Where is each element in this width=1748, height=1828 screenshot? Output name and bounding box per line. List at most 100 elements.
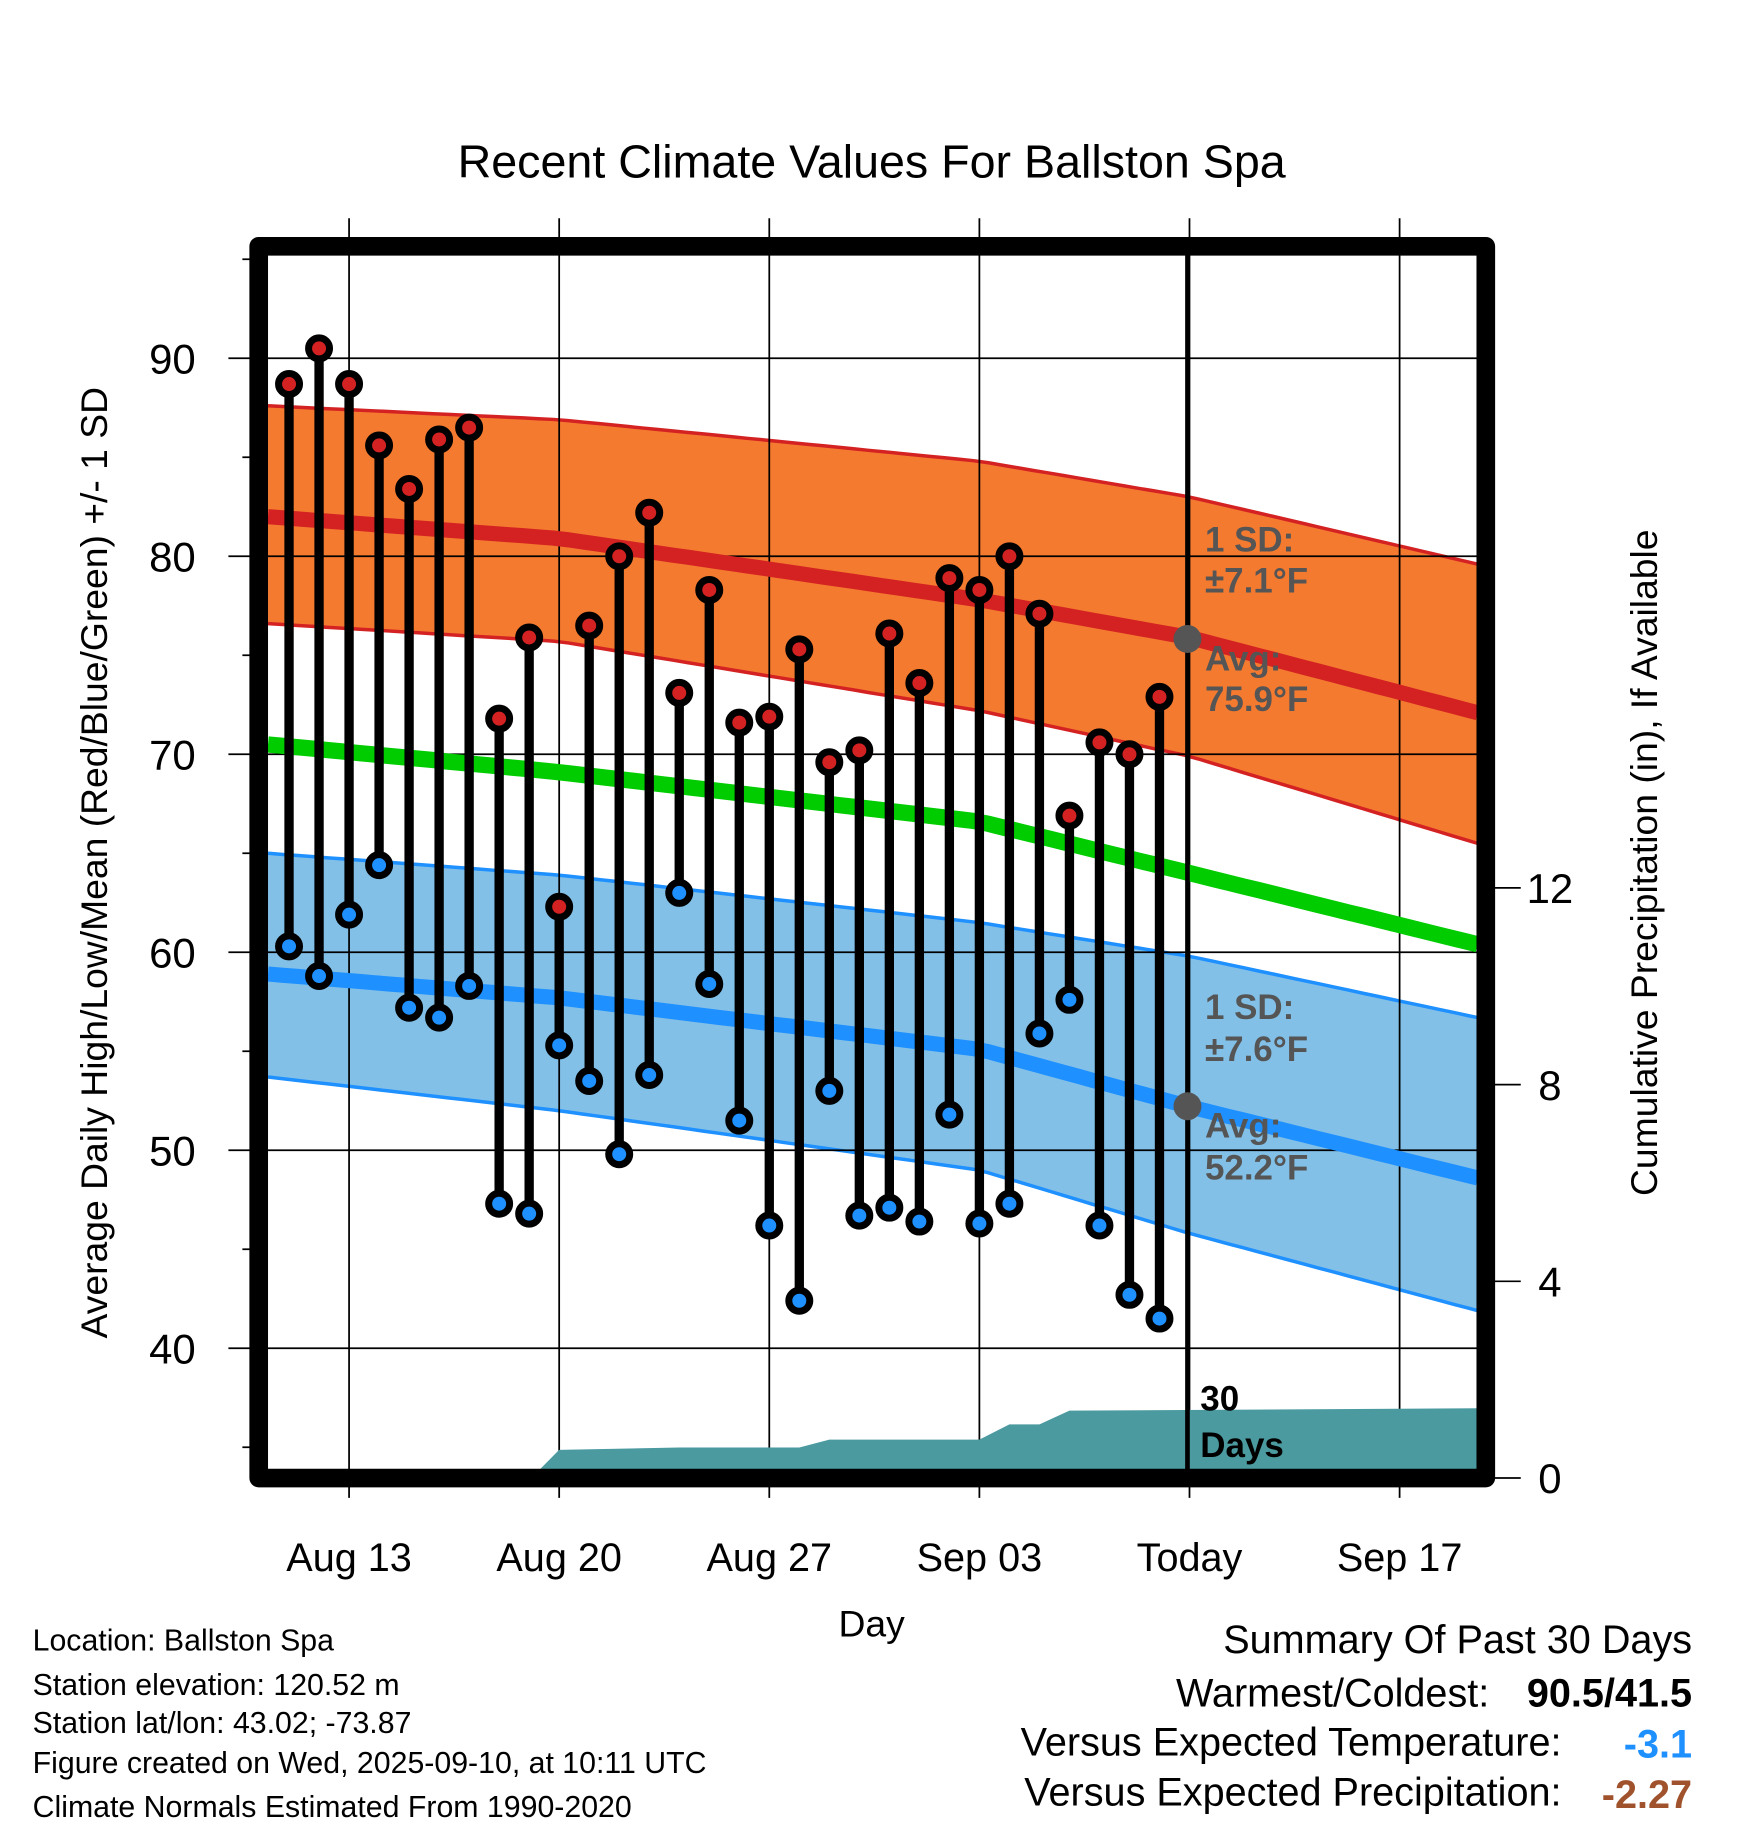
daily-low-point	[335, 900, 364, 929]
daily-high-point	[275, 370, 304, 399]
daily-low-point	[1145, 1304, 1174, 1333]
x-tick-label: Sep 17	[1337, 1536, 1463, 1580]
precip-days-label: Days	[1200, 1426, 1284, 1465]
low-sd-label: 1 SD:	[1205, 988, 1294, 1027]
daily-low-point	[905, 1207, 934, 1236]
grid-lines	[268, 218, 1478, 1498]
cumulative-precip-area	[268, 1408, 1478, 1472]
daily-low-point	[965, 1209, 994, 1238]
x-tick-label: Sep 03	[917, 1536, 1043, 1580]
daily-low-point	[635, 1061, 664, 1090]
x-axis-label: Day	[839, 1603, 906, 1645]
high-avg-label: Avg:	[1205, 639, 1281, 678]
y-tick-label: 60	[149, 929, 196, 976]
daily-high-point	[905, 669, 934, 697]
y2-tick-label: 4	[1538, 1258, 1561, 1305]
y-tick-label: 80	[149, 533, 196, 580]
y-tick-label: 90	[149, 335, 196, 382]
daily-ranges	[275, 334, 1174, 1333]
daily-low-point	[1055, 985, 1084, 1014]
daily-low-point	[995, 1189, 1024, 1218]
y-axis-label: Average Daily High/Low/Mean (Red/Blue/Gr…	[73, 387, 115, 1338]
daily-low-point	[395, 993, 424, 1022]
normals-period: Climate Normals Estimated From 1990-2020	[33, 1791, 632, 1824]
daily-low-point	[935, 1100, 964, 1129]
created-date: Figure created on Wed, 2025-09-10, at 10…	[33, 1747, 707, 1780]
daily-high-point	[845, 736, 874, 765]
daily-high-point	[1055, 801, 1084, 830]
daily-high-point	[1085, 728, 1114, 757]
precip-anomaly-value: -2.27	[1602, 1773, 1692, 1817]
lat-lon: Station lat/lon: 43.02; -73.87	[33, 1707, 412, 1740]
daily-high-point	[1145, 682, 1174, 711]
temp-anomaly-value: -3.1	[1624, 1723, 1692, 1767]
x-tick-label: Aug 13	[286, 1536, 412, 1580]
daily-low-point	[695, 969, 724, 998]
x-tick-label: Aug 20	[496, 1536, 622, 1580]
daily-high-point	[455, 413, 484, 442]
daily-low-point	[515, 1199, 544, 1228]
y-tick-label: 50	[149, 1127, 196, 1174]
summary: Summary Of Past 30 Days Warmest/Coldest:…	[1021, 1618, 1692, 1817]
daily-high-point	[335, 370, 364, 399]
y2-tick-label: 8	[1538, 1062, 1561, 1109]
daily-high-point	[695, 575, 724, 604]
daily-high-point	[575, 611, 604, 640]
daily-high-point	[725, 708, 754, 737]
low-band-lower-edge	[267, 1075, 1479, 1313]
y2-tick-label: 12	[1527, 865, 1574, 912]
daily-low-point	[545, 1031, 574, 1060]
y-tick-label: 70	[149, 731, 196, 778]
location: Location: Ballston Spa	[33, 1624, 334, 1657]
precip-anomaly-label: Versus Expected Precipitation:	[1024, 1770, 1561, 1814]
y2-axis-label: Cumulative Precipitation (in), If Availa…	[1623, 529, 1665, 1196]
daily-low-point	[785, 1286, 814, 1315]
daily-high-point	[395, 474, 424, 503]
high-sd-value: ±7.1°F	[1205, 561, 1308, 600]
daily-high-point	[965, 575, 994, 604]
daily-low-point	[875, 1193, 904, 1222]
daily-low-point	[1085, 1211, 1114, 1240]
daily-low-point	[365, 851, 394, 880]
precipitation-area	[268, 1408, 1478, 1472]
daily-low-point	[815, 1076, 844, 1105]
high-avg-marker	[1173, 624, 1202, 653]
daily-low-point	[845, 1201, 874, 1230]
daily-high-point	[425, 425, 454, 454]
station-info: Location: Ballston Spa Station elevation…	[33, 1624, 707, 1824]
low-sd-band	[268, 853, 1478, 1311]
precip-days-number: 30	[1200, 1379, 1239, 1418]
daily-low-point	[665, 878, 694, 907]
summary-title: Summary Of Past 30 Days	[1223, 1618, 1692, 1662]
y2-tick-label: 0	[1538, 1455, 1561, 1502]
daily-high-point	[365, 431, 394, 460]
daily-low-point	[1115, 1280, 1144, 1309]
axes: 40 50 60 70 80 90 0 4 8 12 Aug 13 Aug 20 Aug 27 Sep 0…	[149, 258, 1574, 1580]
daily-low-point	[455, 971, 484, 1000]
temp-anomaly-label: Versus Expected Temperature:	[1021, 1720, 1562, 1764]
daily-low-point	[425, 1003, 454, 1032]
y-tick-label: 40	[149, 1325, 196, 1372]
warm-cold-value: 90.5/41.5	[1527, 1671, 1692, 1715]
daily-high-point	[605, 542, 634, 571]
daily-low-point	[725, 1106, 754, 1135]
daily-high-point	[665, 678, 694, 707]
daily-high-point	[1025, 599, 1054, 628]
plot-frame	[249, 236, 1496, 1488]
daily-low-point	[485, 1189, 514, 1218]
x-tick-label: Aug 27	[707, 1536, 833, 1580]
low-avg-label: Avg:	[1205, 1107, 1281, 1146]
warm-cold-label: Warmest/Coldest:	[1176, 1671, 1489, 1715]
daily-low-point	[1025, 1019, 1054, 1048]
low-sd-value: ±7.6°F	[1205, 1030, 1308, 1069]
low-avg-value: 52.2°F	[1205, 1149, 1308, 1188]
daily-high-point	[755, 702, 784, 731]
elevation: Station elevation: 120.52 m	[33, 1669, 400, 1702]
daily-low-point	[755, 1211, 784, 1240]
high-sd-band	[268, 405, 1478, 844]
daily-low-point	[305, 962, 334, 991]
chart-title: Recent Climate Values For Ballston Spa	[458, 136, 1286, 188]
daily-low-point	[575, 1066, 604, 1095]
high-avg-value: 75.9°F	[1205, 680, 1308, 719]
